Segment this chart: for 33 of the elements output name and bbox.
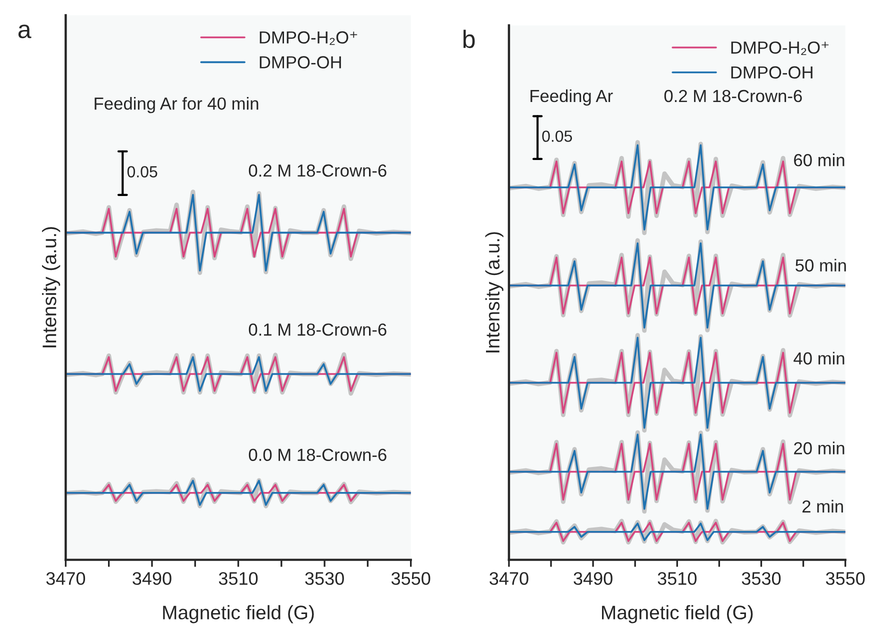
x-tick-label: 3490 [574, 572, 612, 585]
x-tick-label: 3470 [46, 572, 86, 585]
x-tick-label: 3550 [826, 572, 865, 585]
text: 0.2 M 18-Crown-6 [248, 164, 386, 177]
chart-title: b [463, 30, 475, 48]
annotation: 0.1 M 18-Crown-6 [248, 323, 386, 336]
annotation: 20 min [794, 442, 844, 454]
legend-label: DMPO-OH [731, 66, 812, 79]
x-tick-label: 3550 [391, 572, 430, 585]
x-tick-label: 3530 [305, 572, 344, 585]
chart-title: a [18, 24, 32, 38]
annotation: 40 min [794, 352, 844, 365]
x-tick-label: 3510 [658, 572, 697, 585]
legend-label: DMPO-H₂O⁺ [260, 31, 358, 45]
y-axis-title: Intensity (a.u.) [485, 232, 504, 352]
legend-label: DMPO-OH [260, 56, 341, 68]
annotation: 60 min [794, 154, 844, 166]
text: 0.05 [542, 130, 572, 142]
text: 0.05 [127, 166, 158, 178]
x-tick-label: 3470 [490, 572, 528, 585]
annotation: 0.0 M 18-Crown-6 [248, 448, 386, 462]
x-tick-label: 3490 [132, 572, 172, 585]
text: Feeding Ar [530, 89, 613, 106]
legend-label: DMPO-H₂O⁺ [731, 41, 829, 56]
x-axis-title: Magnetic field (G) [163, 605, 314, 624]
text: Feeding Ar for 40 min [94, 96, 258, 114]
y-axis-title: Intensity (a.u.) [42, 227, 60, 348]
x-axis-title: Magnetic field (G) [602, 605, 753, 624]
annotation: 50 min [796, 258, 846, 272]
x-tick-label: 3530 [742, 572, 781, 585]
text: 0.2 M 18-Crown-6 [664, 90, 802, 102]
x-tick-label: 3510 [218, 572, 258, 585]
annotation: 2 min [802, 500, 843, 512]
